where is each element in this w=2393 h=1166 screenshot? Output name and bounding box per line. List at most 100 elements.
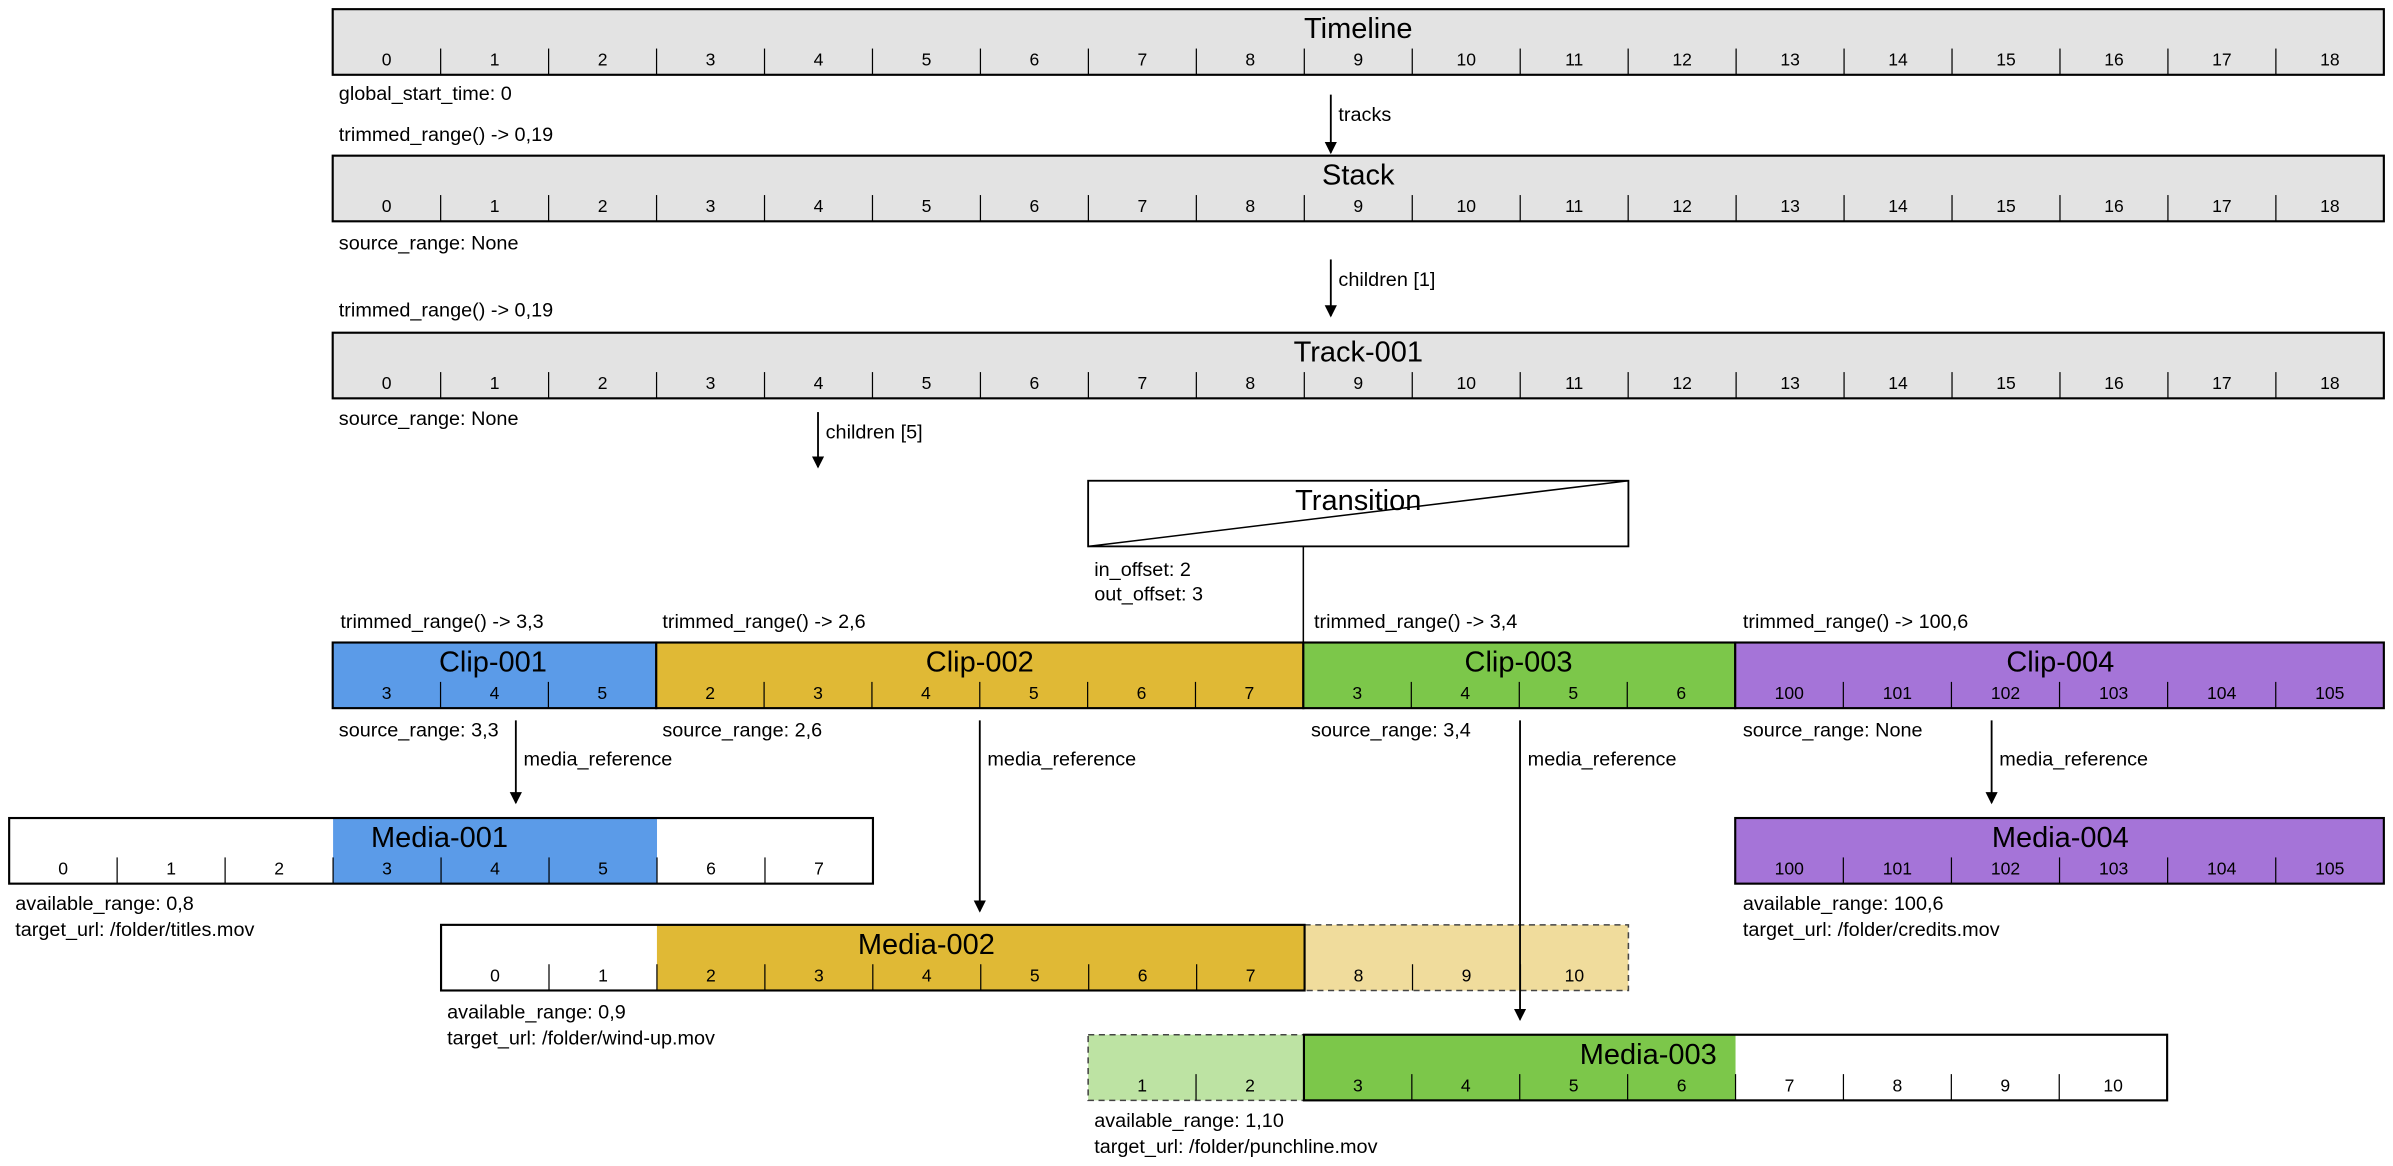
cell-label: 17 [2212, 196, 2232, 216]
property-label: source_range: 2,6 [662, 719, 822, 741]
property-label: trimmed_range() -> 3,4 [1314, 611, 1517, 633]
bar-title: Media-004 [1992, 822, 2129, 854]
cell-label: 5 [922, 196, 932, 216]
cell-label: 9 [2000, 1075, 2010, 1095]
cell-label: 15 [1996, 50, 2016, 70]
bar-segment [332, 155, 2384, 222]
cell-label: 3 [1353, 1075, 1363, 1095]
cell-label: 7 [1137, 50, 1147, 70]
cell-label: 14 [1888, 50, 1908, 70]
cell-label: 14 [1888, 373, 1908, 393]
cell-label: 4 [1460, 683, 1470, 703]
cell-label: 100 [1775, 859, 1805, 879]
cell-label: 4 [814, 196, 824, 216]
property-label: trimmed_range() -> 0,19 [339, 300, 553, 322]
cell-label: 9 [1462, 965, 1472, 985]
bar-segment [332, 642, 657, 709]
cell-label: 5 [922, 373, 932, 393]
cell-label: 2 [598, 50, 608, 70]
cell-label: 2 [706, 965, 716, 985]
bar-segment [332, 9, 2384, 75]
cell-label: 13 [1780, 196, 1800, 216]
cell-label: 102 [1991, 683, 2020, 703]
cell-label: 11 [1565, 373, 1583, 393]
cell-label: 17 [2212, 50, 2232, 70]
cell-label: 6 [706, 859, 716, 879]
cell-label: 6 [1138, 965, 1148, 985]
cell-label: 4 [1461, 1075, 1471, 1095]
transition-title: Transition [1295, 485, 1421, 517]
cell-label: 5 [598, 859, 608, 879]
cell-label: 100 [1775, 683, 1805, 703]
bar-extension [1303, 924, 1630, 992]
cell-label: 103 [2099, 859, 2128, 879]
cell-label: 3 [814, 965, 824, 985]
bar-title: Timeline [1304, 13, 1412, 45]
cell-label: 0 [58, 859, 68, 879]
cell-label: 0 [382, 196, 392, 216]
cell-label: 3 [813, 683, 823, 703]
cell-label: 4 [814, 373, 824, 393]
property-label: out_offset: 3 [1094, 583, 1203, 605]
bar-title: Media-001 [371, 822, 508, 854]
cell-label: 9 [1353, 196, 1363, 216]
cell-label: 7 [1246, 965, 1256, 985]
cell-label: 12 [1672, 373, 1692, 393]
cell-label: 101 [1883, 859, 1912, 879]
cell-label: 10 [2103, 1075, 2123, 1095]
cell-label: 102 [1991, 859, 2020, 879]
cell-label: 3 [706, 196, 716, 216]
property-label: available_range: 1,10 [1094, 1110, 1284, 1132]
cell-label: 7 [1137, 196, 1147, 216]
property-label: trimmed_range() -> 100,6 [1743, 611, 1968, 633]
property-label: in_offset: 2 [1094, 559, 1191, 581]
cell-label: 9 [1353, 50, 1363, 70]
bar-title: Clip-003 [1465, 647, 1573, 679]
cell-label: 3 [382, 683, 392, 703]
cell-label: 16 [2104, 50, 2124, 70]
cell-label: 5 [922, 50, 932, 70]
property-label: target_url: /folder/punchline.mov [1094, 1136, 1377, 1158]
cell-label: 2 [274, 859, 284, 879]
cell-label: 5 [1029, 683, 1039, 703]
cell-label: 1 [490, 50, 500, 70]
property-label: source_range: None [1743, 719, 1923, 741]
property-label: source_range: None [339, 408, 519, 430]
cell-label: 5 [1568, 683, 1578, 703]
cell-label: 3 [706, 50, 716, 70]
cell-label: 101 [1883, 683, 1912, 703]
cell-label: 8 [1245, 373, 1255, 393]
cell-label: 6 [1677, 1075, 1687, 1095]
property-label: target_url: /folder/wind-up.mov [447, 1028, 715, 1050]
property-label: source_range: None [339, 232, 519, 254]
bar-segment [332, 332, 2384, 399]
property-label: source_range: 3,4 [1311, 719, 1471, 741]
cell-label: 7 [1137, 373, 1147, 393]
cell-label: 3 [706, 373, 716, 393]
cell-label: 1 [490, 196, 500, 216]
cell-label: 16 [2104, 373, 2124, 393]
cell-label: 1 [166, 859, 176, 879]
cell-label: 1 [490, 373, 500, 393]
cell-label: 104 [2207, 859, 2237, 879]
cell-label: 2 [1245, 1075, 1255, 1095]
cell-label: 2 [598, 196, 608, 216]
arrow-label: media_reference [1528, 748, 1677, 770]
cell-label: 8 [1354, 965, 1364, 985]
bar-title: Clip-004 [2006, 647, 2114, 679]
bar-title: Clip-002 [926, 647, 1034, 679]
cell-label: 3 [1352, 683, 1362, 703]
cell-label: 4 [490, 683, 500, 703]
property-label: trimmed_range() -> 2,6 [662, 611, 865, 633]
cell-label: 1 [1137, 1075, 1147, 1095]
transition-diagonal [1088, 479, 1629, 548]
cell-label: 2 [705, 683, 715, 703]
cell-label: 4 [921, 683, 931, 703]
cell-label: 5 [1569, 1075, 1579, 1095]
cell-label: 4 [814, 50, 824, 70]
arrow-label: children [1] [1338, 269, 1435, 291]
cell-label: 15 [1996, 196, 2016, 216]
cell-label: 18 [2320, 196, 2340, 216]
